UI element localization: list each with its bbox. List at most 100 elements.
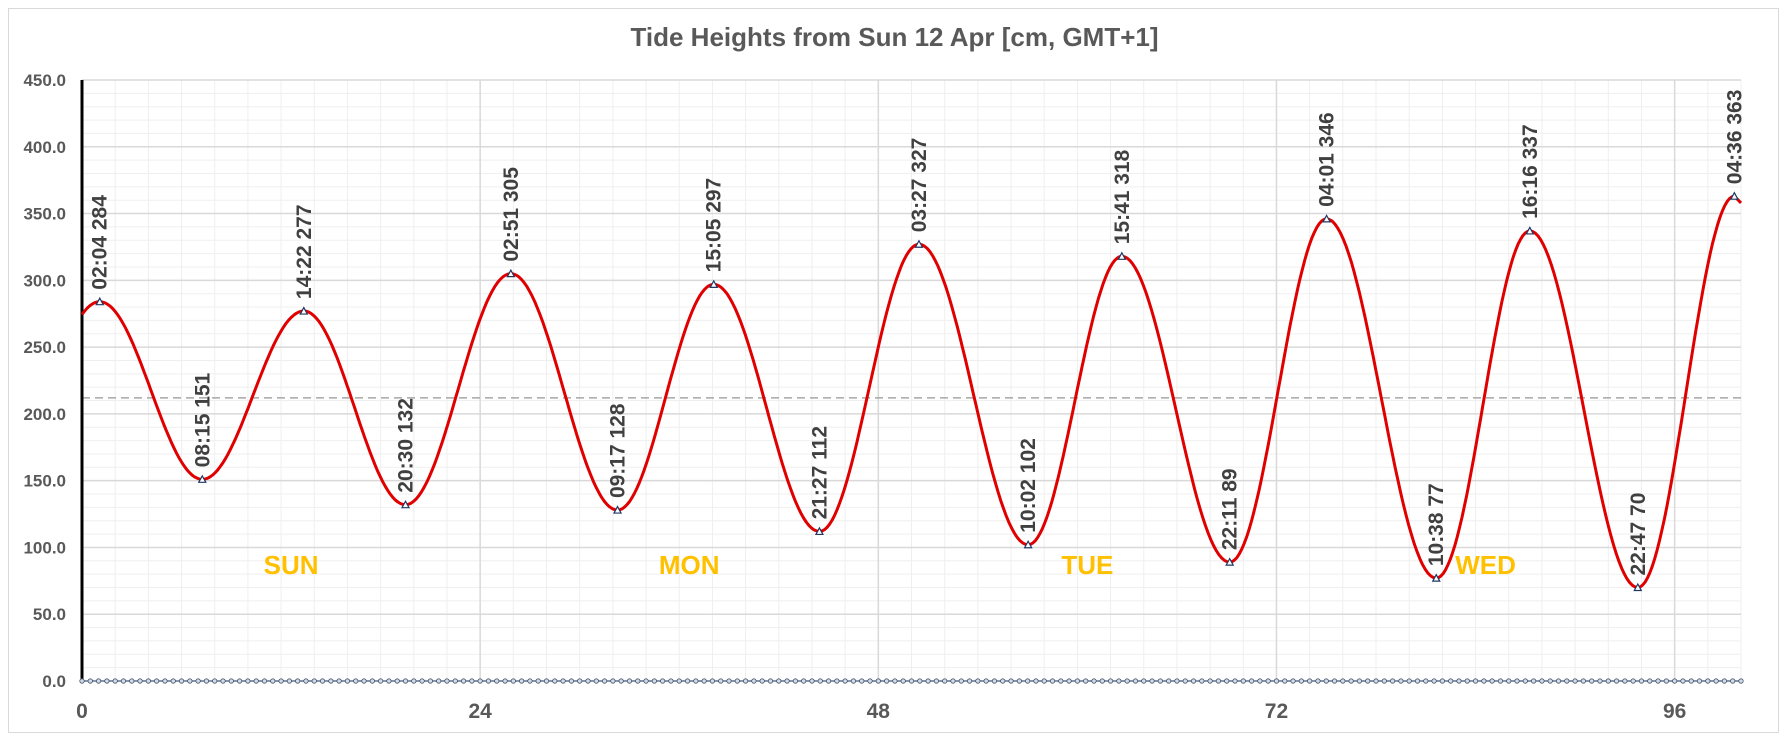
y-tick-label: 450.0 [23, 71, 66, 90]
baseline-marker [1166, 678, 1172, 684]
baseline-marker [1290, 678, 1296, 684]
data-point-marker [95, 296, 105, 306]
baseline-marker [129, 678, 135, 684]
baseline-marker [1680, 678, 1686, 684]
data-point-label: 02:51 305 [500, 167, 523, 262]
baseline-marker [643, 678, 649, 684]
baseline-marker [1597, 678, 1603, 684]
baseline-marker [1315, 678, 1321, 684]
baseline-marker [1058, 678, 1064, 684]
baseline-marker [328, 678, 334, 684]
y-axis-ticks: 0.0 50.0 100.0 150.0 200.0 250.0 300.0 350.0 400… [23, 71, 66, 691]
baseline-marker [378, 678, 384, 684]
baseline-marker [419, 678, 425, 684]
baseline-marker [460, 678, 467, 684]
baseline-marker [1713, 678, 1719, 684]
axes [79, 80, 1744, 684]
baseline-marker [502, 678, 508, 684]
baseline-marker [942, 678, 948, 684]
x-axis-ticks: 0 24 48 72 96 [76, 700, 1686, 723]
baseline-marker [809, 678, 815, 684]
data-point-label: 16:16 337 [1519, 124, 1542, 219]
baseline-marker [1215, 678, 1222, 684]
baseline-marker [402, 678, 409, 684]
baseline-marker [319, 678, 326, 684]
baseline-marker [552, 678, 558, 684]
data-point-label: 14:22 277 [293, 204, 316, 299]
baseline-marker [792, 678, 798, 684]
day-label: SUN [264, 550, 319, 580]
baseline-marker [1323, 678, 1329, 684]
baseline-marker [286, 678, 292, 684]
baseline-marker [1124, 678, 1130, 684]
y-tick-label: 0.0 [42, 672, 66, 691]
major-grid [81, 79, 1741, 682]
baseline-marker [1589, 678, 1595, 684]
y-tick-label: 400.0 [23, 138, 66, 157]
y-tick-label: 300.0 [23, 271, 66, 290]
baseline-marker [742, 678, 749, 684]
baseline-marker [303, 678, 309, 684]
baseline-marker [601, 678, 608, 684]
data-point-marker [914, 239, 924, 248]
baseline-marker [436, 678, 442, 684]
baseline-marker [1307, 678, 1313, 684]
baseline-marker [751, 678, 757, 684]
baseline-marker [1522, 678, 1528, 684]
data-point-marker [1117, 251, 1127, 260]
baseline-marker [369, 678, 375, 684]
baseline-marker [925, 678, 931, 684]
data-point-label: 20:30 132 [395, 398, 418, 493]
baseline-marker [884, 678, 890, 684]
baseline-marker [577, 678, 583, 684]
baseline-marker [726, 678, 732, 684]
baseline-marker [859, 678, 865, 684]
baseline-marker [701, 678, 707, 684]
baseline-marker [336, 678, 342, 684]
baseline-marker [1331, 678, 1338, 684]
baseline-marker [1041, 678, 1047, 684]
baseline-marker [220, 678, 226, 684]
baseline-marker [1431, 678, 1437, 684]
baseline-marker [1398, 678, 1404, 684]
baseline-marker [1730, 678, 1736, 684]
baseline-marker [237, 678, 243, 684]
baseline-marker [485, 678, 492, 684]
baseline-marker [104, 678, 110, 684]
data-point-label: 22:11 89 [1219, 468, 1242, 550]
baseline-marker [1547, 678, 1553, 684]
baseline-marker [444, 678, 450, 684]
baseline-marker [958, 678, 964, 684]
day-label: MON [659, 550, 720, 580]
baseline-marker [1663, 678, 1669, 684]
y-tick-label: 150.0 [23, 472, 66, 491]
baseline-marker [1107, 678, 1114, 684]
y-tick-label: 100.0 [23, 538, 66, 557]
baseline-marker [825, 678, 832, 684]
baseline-marker [1025, 678, 1031, 684]
baseline-marker [1439, 678, 1445, 684]
baseline-marker [834, 678, 840, 684]
baseline-marker [1199, 678, 1205, 684]
baseline-marker [1298, 678, 1304, 684]
chart-title: Tide Heights from Sun 12 Apr [cm, GMT+1] [630, 22, 1159, 52]
data-point-marker [1633, 582, 1643, 592]
baseline-marker [1647, 678, 1653, 684]
baseline-marker [1207, 678, 1213, 684]
baseline-marker [427, 678, 433, 684]
baseline-marker [875, 678, 881, 684]
data-point-marker [1431, 573, 1441, 582]
baseline-marker [1008, 678, 1014, 684]
data-point-label: 15:41 318 [1111, 149, 1134, 244]
baseline-marker [1605, 678, 1611, 684]
baseline-marker [245, 678, 251, 684]
baseline-marker [1190, 678, 1197, 684]
baseline-marker [1531, 678, 1537, 684]
data-markers [95, 191, 1739, 592]
data-point-label: 03:27 327 [908, 138, 931, 233]
baseline-marker [1406, 678, 1412, 684]
baseline-marker [660, 678, 666, 684]
baseline-marker [353, 678, 359, 684]
baseline-marker [120, 678, 127, 684]
